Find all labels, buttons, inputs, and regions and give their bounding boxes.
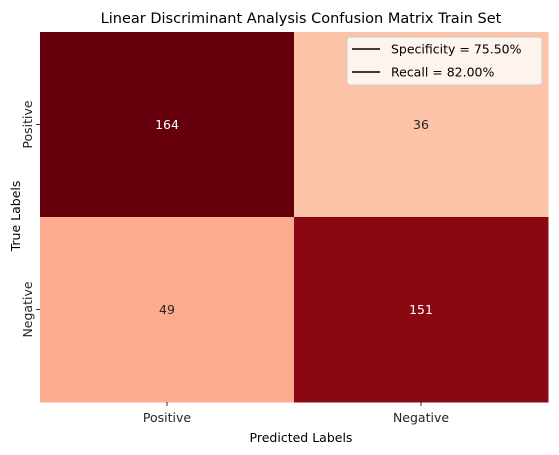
legend: Specificity = 75.50% Recall = 82.00% [346, 36, 543, 86]
heatmap-cell-labels: 164 36 49 151 [155, 117, 433, 317]
y-axis-ticks: Positive Negative [20, 100, 40, 338]
y-tick-label: Negative [20, 281, 35, 337]
heatmap-cells [40, 32, 549, 403]
heatmap-cell [294, 217, 549, 403]
legend-entry-specificity: Specificity = 75.50% [391, 42, 522, 57]
x-axis-ticks: Positive Negative [143, 402, 449, 425]
heatmap-cell [40, 217, 295, 403]
x-tick-label: Negative [393, 410, 449, 425]
x-axis-label: Predicted Labels [250, 430, 353, 445]
cell-value-label: 151 [409, 302, 433, 317]
cell-value-label: 36 [413, 117, 429, 132]
chart-title: Linear Discriminant Analysis Confusion M… [101, 11, 502, 27]
cell-value-label: 164 [155, 117, 179, 132]
legend-frame [346, 36, 543, 86]
legend-entry-recall: Recall = 82.00% [391, 65, 494, 80]
x-tick-label: Positive [143, 410, 191, 425]
cell-value-label: 49 [159, 302, 175, 317]
y-tick-label: Positive [20, 100, 35, 148]
heatmap-cell [40, 32, 295, 218]
y-axis-label: True Labels [8, 181, 23, 253]
